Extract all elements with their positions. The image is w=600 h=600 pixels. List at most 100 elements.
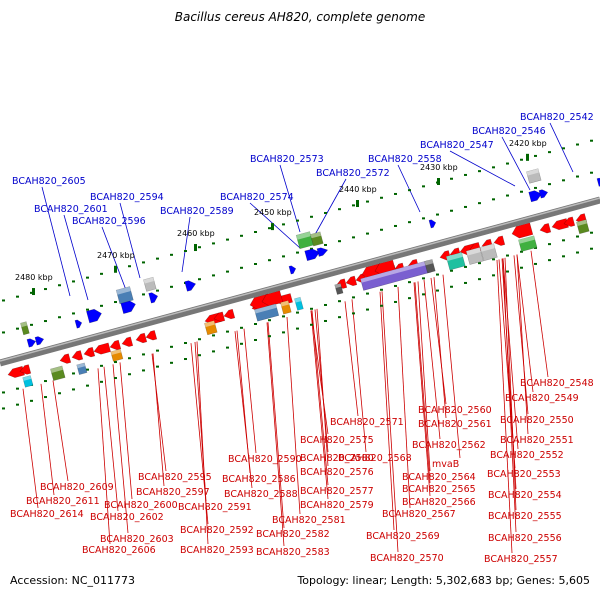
forward-gene-label: BCAH820_2558 <box>368 154 442 165</box>
reverse-label-connector <box>286 317 301 515</box>
track-dot <box>226 270 229 273</box>
track-dot <box>408 281 411 284</box>
scale-ticks: 2420 kbp 2430 kbp 2440 kbp 2450 kbp 2460 kbp… <box>15 139 547 296</box>
track-dot <box>282 223 285 226</box>
forward-gene-label: BCAH820_2542 <box>520 112 594 123</box>
reverse-gene-label: BCAH820_2579 <box>300 500 374 511</box>
reverse-gene-box <box>204 320 218 336</box>
track-dot <box>576 235 579 238</box>
forward-label-connector <box>501 136 531 191</box>
reverse-gene-box <box>445 252 466 271</box>
reverse-gene-arrow <box>121 336 134 347</box>
track-dot <box>310 323 313 326</box>
forward-gene-box <box>20 321 30 336</box>
track-dot <box>338 208 341 211</box>
reverse-label-connector <box>97 368 111 545</box>
track-dot <box>58 316 61 319</box>
reverse-gene-box <box>110 348 124 362</box>
track-dot <box>240 326 243 329</box>
reverse-label-connector <box>417 281 431 472</box>
track-dot <box>198 354 201 357</box>
track-dot <box>562 255 565 258</box>
track-dot <box>520 266 523 269</box>
track-dot <box>464 173 467 176</box>
forward-label-connector <box>449 150 516 187</box>
track-dot <box>408 297 411 300</box>
track-dot <box>450 269 453 272</box>
reverse-gene-label: BCAH820_2592 <box>180 525 254 536</box>
forward-gene-box <box>310 231 324 247</box>
forward-label-connector <box>397 164 421 213</box>
track-dot <box>128 265 131 268</box>
track-dot <box>114 301 117 304</box>
reverse-gene-box <box>518 235 538 252</box>
reverse-label-connector <box>52 380 69 482</box>
reverse-gene-label: BCAH820_2603 <box>100 534 174 545</box>
reverse-gene-label: BCAH820_2606 <box>82 545 156 556</box>
track-dot <box>310 307 313 310</box>
track-dot <box>170 285 173 288</box>
reverse-gene-label: BCAH820_2562 <box>412 440 486 451</box>
track-dot <box>44 320 47 323</box>
reverse-gene-arrow <box>59 353 72 364</box>
scale-tick-label: 2470 kbp <box>97 251 135 260</box>
track-dot <box>534 262 537 265</box>
track-dot <box>548 151 551 154</box>
track-dot <box>380 228 383 231</box>
reverse-label-connector <box>433 277 447 419</box>
reverse-gene-label: BCAH820_2602 <box>90 512 164 523</box>
track-dot <box>324 243 327 246</box>
reverse-gene-label: mvaB <box>432 459 459 470</box>
track-dot <box>58 284 61 287</box>
scale-tick-label: 2420 kbp <box>509 139 547 148</box>
reverse-gene-label: BCAH820_2551 <box>500 435 574 446</box>
reverse-gene-label: BCAH820_2582 <box>256 529 330 540</box>
track-dot <box>156 365 159 368</box>
track-dot <box>534 186 537 189</box>
track-dot <box>268 227 271 230</box>
reverse-label-connector <box>502 258 517 533</box>
track-dot <box>562 239 565 242</box>
forward-gene-box <box>115 286 134 305</box>
reverse-gene-box <box>576 219 590 235</box>
reverse-label-connector <box>442 274 461 459</box>
reverse-gene-label: BCAH820_2583 <box>256 547 330 558</box>
reverse-gene-label: BCAH820_2552 <box>490 450 564 461</box>
track-dot <box>282 315 285 318</box>
forward-gene-arrow <box>74 319 83 329</box>
reverse-gene-label: BCAH820_2569 <box>366 531 440 542</box>
reverse-gene-label: BCAH820_2567 <box>382 509 456 520</box>
reverse-gene-arrow <box>71 350 84 361</box>
track-dot <box>114 361 117 364</box>
reverse-label-connector <box>516 254 529 435</box>
reverse-label-connector <box>502 258 519 450</box>
reverse-gene-label: BCAH820_2593 <box>180 545 254 556</box>
reverse-label-connector <box>397 286 411 509</box>
track-dot <box>100 364 103 367</box>
forward-gene-arrow <box>596 177 600 187</box>
track-dot <box>212 334 215 337</box>
track-dot <box>576 143 579 146</box>
reverse-gene-label: BCAH820_2548 <box>520 378 594 389</box>
track-dot <box>394 224 397 227</box>
forward-gene-label: BCAH820_2601 <box>34 204 108 215</box>
forward-gene-label: BCAH820_2589 <box>160 206 234 217</box>
reverse-label-connector <box>234 331 253 489</box>
track-dot <box>212 274 215 277</box>
reverse-gene-arrow <box>19 364 32 375</box>
track-dot <box>2 331 5 334</box>
track-dot <box>86 308 89 311</box>
reverse-label-connector <box>430 277 447 405</box>
reverse-gene-arrow <box>93 342 111 355</box>
track-dot <box>464 281 467 284</box>
track-dot <box>464 265 467 268</box>
forward-label-connector <box>41 186 71 297</box>
track-dot <box>366 292 369 295</box>
track-dot <box>590 139 593 142</box>
track-dot <box>492 198 495 201</box>
track-dot <box>72 388 75 391</box>
forward-label-connector <box>119 202 141 279</box>
backbone-highlight <box>0 197 600 362</box>
forward-gene-label: BCAH820_2573 <box>250 154 324 165</box>
track-dot <box>408 221 411 224</box>
